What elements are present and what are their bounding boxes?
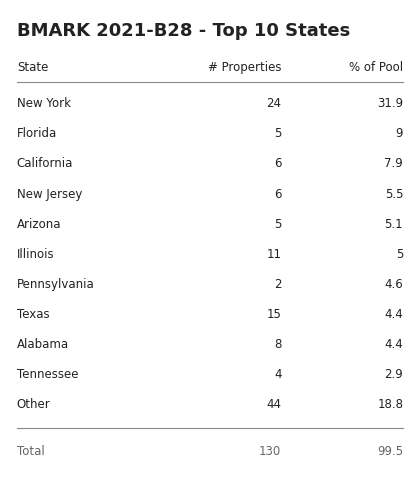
Text: 24: 24 (266, 97, 281, 110)
Text: 6: 6 (274, 187, 281, 201)
Text: 2: 2 (274, 278, 281, 291)
Text: Florida: Florida (17, 127, 57, 140)
Text: Other: Other (17, 398, 50, 411)
Text: 4.4: 4.4 (384, 308, 403, 321)
Text: 5: 5 (396, 248, 403, 261)
Text: State: State (17, 61, 48, 74)
Text: 4: 4 (274, 368, 281, 381)
Text: New Jersey: New Jersey (17, 187, 82, 201)
Text: 31.9: 31.9 (377, 97, 403, 110)
Text: 18.8: 18.8 (377, 398, 403, 411)
Text: 6: 6 (274, 157, 281, 170)
Text: 2.9: 2.9 (384, 368, 403, 381)
Text: 5: 5 (274, 127, 281, 140)
Text: BMARK 2021-B28 - Top 10 States: BMARK 2021-B28 - Top 10 States (17, 22, 350, 40)
Text: 130: 130 (259, 445, 281, 458)
Text: New York: New York (17, 97, 71, 110)
Text: 7.9: 7.9 (384, 157, 403, 170)
Text: 8: 8 (274, 338, 281, 351)
Text: 11: 11 (266, 248, 281, 261)
Text: 99.5: 99.5 (377, 445, 403, 458)
Text: Pennsylvania: Pennsylvania (17, 278, 94, 291)
Text: 5.1: 5.1 (385, 218, 403, 231)
Text: 44: 44 (266, 398, 281, 411)
Text: 5: 5 (274, 218, 281, 231)
Text: California: California (17, 157, 73, 170)
Text: # Properties: # Properties (208, 61, 281, 74)
Text: 4.6: 4.6 (384, 278, 403, 291)
Text: Illinois: Illinois (17, 248, 55, 261)
Text: 15: 15 (267, 308, 281, 321)
Text: Alabama: Alabama (17, 338, 69, 351)
Text: 9: 9 (396, 127, 403, 140)
Text: Total: Total (17, 445, 45, 458)
Text: 5.5: 5.5 (385, 187, 403, 201)
Text: Texas: Texas (17, 308, 50, 321)
Text: Arizona: Arizona (17, 218, 61, 231)
Text: 4.4: 4.4 (384, 338, 403, 351)
Text: Tennessee: Tennessee (17, 368, 78, 381)
Text: % of Pool: % of Pool (349, 61, 403, 74)
